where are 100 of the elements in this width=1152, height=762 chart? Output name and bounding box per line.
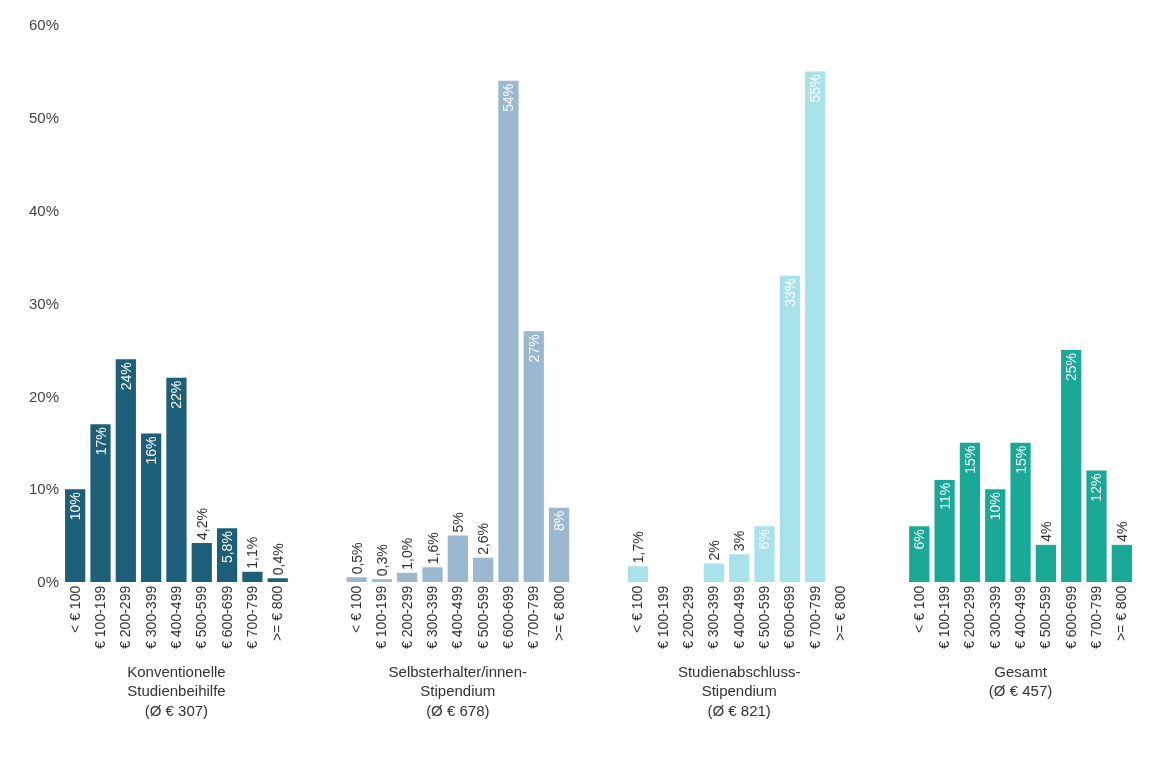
data-label: 0,5% (348, 542, 365, 575)
data-label: 10% (987, 492, 1004, 521)
x-axis-title: Studienabschluss- Stipendium (Ø € 821) (677, 662, 801, 719)
data-label: 4,2% (193, 508, 210, 541)
bar (959, 442, 981, 582)
data-label: 10% (67, 492, 84, 521)
x-tick-label: € 700-799 (525, 585, 542, 649)
y-tick-label: 0% (37, 573, 59, 591)
bar (166, 377, 187, 582)
x-tick-label: € 100-199 (373, 585, 390, 649)
bar (242, 571, 263, 582)
y-tick-label: 50% (28, 109, 59, 127)
bar (191, 543, 212, 582)
x-tick-label: € 300-399 (705, 585, 722, 649)
x-tick-label: € 100-199 (92, 585, 109, 649)
bar (934, 479, 955, 582)
bar (498, 80, 519, 582)
bar (447, 535, 468, 582)
bar (473, 557, 494, 582)
x-tick-label: € 600-699 (1062, 585, 1079, 649)
x-tick-label: € 400-499 (730, 585, 747, 649)
data-label: 1,0% (399, 537, 416, 570)
x-tick-label: € 100-199 (654, 585, 671, 649)
bar (397, 572, 418, 582)
x-tick-label: € 700-799 (806, 585, 823, 649)
x-tick-label: € 200-299 (680, 585, 697, 649)
x-tick-label: >= € 800 (831, 585, 848, 642)
data-label: 17% (92, 427, 109, 456)
x-tick-label: € 600-699 (500, 585, 516, 649)
data-label: 4% (1113, 521, 1130, 542)
data-label: 2,6% (475, 522, 492, 555)
data-label: 55% (807, 74, 824, 103)
bar (115, 359, 136, 582)
x-tick-label: € 500-599 (1037, 585, 1054, 649)
bar (267, 578, 288, 582)
data-label: 27% (525, 334, 542, 363)
x-tick-label: >= € 800 (550, 585, 567, 642)
x-tick-label: < € 100 (910, 585, 927, 633)
bar (422, 567, 443, 582)
x-tick-label: < € 100 (348, 585, 365, 633)
x-axis-title: Gesamt (Ø € 457) (988, 662, 1053, 700)
data-label: 5% (449, 512, 466, 533)
data-label: 8% (551, 510, 568, 531)
bar (754, 526, 775, 582)
x-tick-label: >= € 800 (1113, 585, 1130, 642)
y-tick-label: 10% (28, 480, 59, 498)
bar (729, 554, 750, 582)
bar (141, 433, 162, 582)
bar (779, 275, 800, 582)
data-label: 6% (911, 529, 928, 550)
bar (985, 489, 1006, 582)
x-tick-label: € 400-499 (168, 585, 184, 649)
bar (65, 489, 86, 582)
x-tick-label: € 700-799 (243, 585, 260, 649)
bar (1111, 544, 1132, 582)
data-label: 54% (500, 83, 517, 112)
data-label: 22% (168, 380, 185, 409)
x-tick-label: € 200-299 (117, 585, 134, 649)
data-label: 2% (705, 540, 722, 561)
y-tick-label: 20% (28, 387, 59, 405)
bar (523, 331, 544, 582)
data-label: 1,7% (629, 531, 646, 564)
y-tick-label: 30% (28, 294, 59, 312)
data-label: 1,6% (424, 532, 441, 565)
x-tick-label: € 300-399 (424, 585, 441, 649)
x-tick-label: < € 100 (66, 585, 83, 633)
data-label: 15% (961, 445, 978, 474)
bar (371, 579, 392, 582)
x-tick-label: € 400-499 (449, 585, 466, 649)
x-tick-label: € 300-399 (986, 585, 1003, 649)
data-label: 5,8% (219, 531, 236, 564)
data-label: 0,3% (373, 544, 390, 577)
x-tick-label: € 600-699 (781, 585, 798, 649)
x-axis-title: Konventionelle Studienbeihilfe (Ø € 307) (127, 662, 226, 719)
bar (1010, 442, 1031, 582)
x-tick-label: € 200-299 (398, 585, 415, 649)
x-tick-label: € 100-199 (936, 585, 953, 649)
bar (703, 563, 724, 582)
data-label: 1,1% (244, 536, 261, 569)
data-label: 33% (781, 278, 798, 307)
bar (90, 424, 111, 582)
x-tick-label: € 400-499 (1012, 585, 1029, 649)
bar (346, 577, 367, 582)
bar (1035, 544, 1056, 582)
x-tick-label: € 500-599 (474, 585, 491, 649)
data-label: 15% (1012, 445, 1029, 474)
x-axis-title: Selbsterhalter/innen- Stipendium (Ø € 678) (388, 662, 528, 719)
x-tick-label: € 600-699 (218, 585, 235, 649)
data-label: 11% (936, 482, 953, 510)
data-label: 4% (1037, 521, 1054, 542)
bar (1061, 349, 1082, 582)
x-tick-label: € 500-599 (756, 585, 773, 649)
bar (627, 566, 649, 582)
data-label: 12% (1088, 473, 1105, 502)
bar (1086, 470, 1107, 582)
x-tick-label: >= € 800 (269, 585, 286, 642)
data-label: 3% (731, 530, 748, 552)
y-tick-label: 60% (28, 16, 59, 34)
bar (805, 71, 826, 582)
data-label: 16% (143, 436, 160, 465)
